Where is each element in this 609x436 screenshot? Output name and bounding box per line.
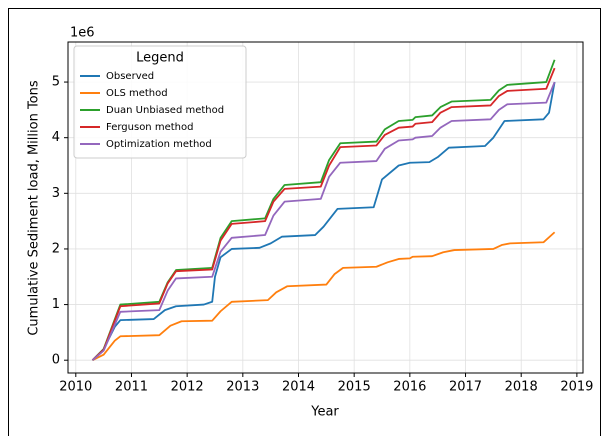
legend-label: OLS method (106, 88, 168, 99)
y-tick-label: 3 (52, 186, 60, 201)
axes-frame (67, 41, 584, 374)
legend-label: Duan Unbiased method (106, 105, 224, 116)
x-tick-label: 2011 (115, 380, 148, 395)
x-tick-label: 2010 (59, 380, 92, 395)
legend-label: Observed (106, 71, 154, 82)
legend-title: Legend (136, 51, 184, 66)
y-tick-label: 0 (52, 353, 60, 368)
plot-area: 2010 2011 2012 2013 2014 2015 2016 2017 2018 2019… (52, 41, 593, 395)
legend-label: Optimization method (106, 139, 212, 150)
y-offset-label: 1e6 (70, 26, 95, 41)
y-tick-label: 5 (52, 75, 60, 90)
y-axis-label: Cumulative Sediment load, Million Tons (27, 80, 42, 336)
y-tick-label: 2 (52, 241, 60, 256)
legend-box (73, 45, 247, 159)
y-tick-label: 4 (52, 130, 60, 145)
x-axis-label: Year (310, 405, 339, 420)
series-line (91, 81, 556, 361)
y-tick-label: 1 (52, 297, 60, 312)
legend-label: Ferguson method (106, 122, 193, 133)
x-tick-label: 2017 (449, 380, 482, 395)
x-tick-label: 2013 (226, 380, 259, 395)
x-tick-label: 2018 (505, 380, 538, 395)
x-tick-label: 2016 (393, 380, 426, 395)
x-tick-label: 2015 (338, 380, 371, 395)
series-line (91, 81, 556, 361)
frame (8, 8, 601, 436)
series-line (92, 231, 556, 362)
x-tick-label: 2012 (171, 380, 204, 395)
x-tick-label: 2014 (282, 380, 315, 395)
x-tick-label: 2019 (560, 380, 593, 395)
series-line (91, 67, 556, 361)
